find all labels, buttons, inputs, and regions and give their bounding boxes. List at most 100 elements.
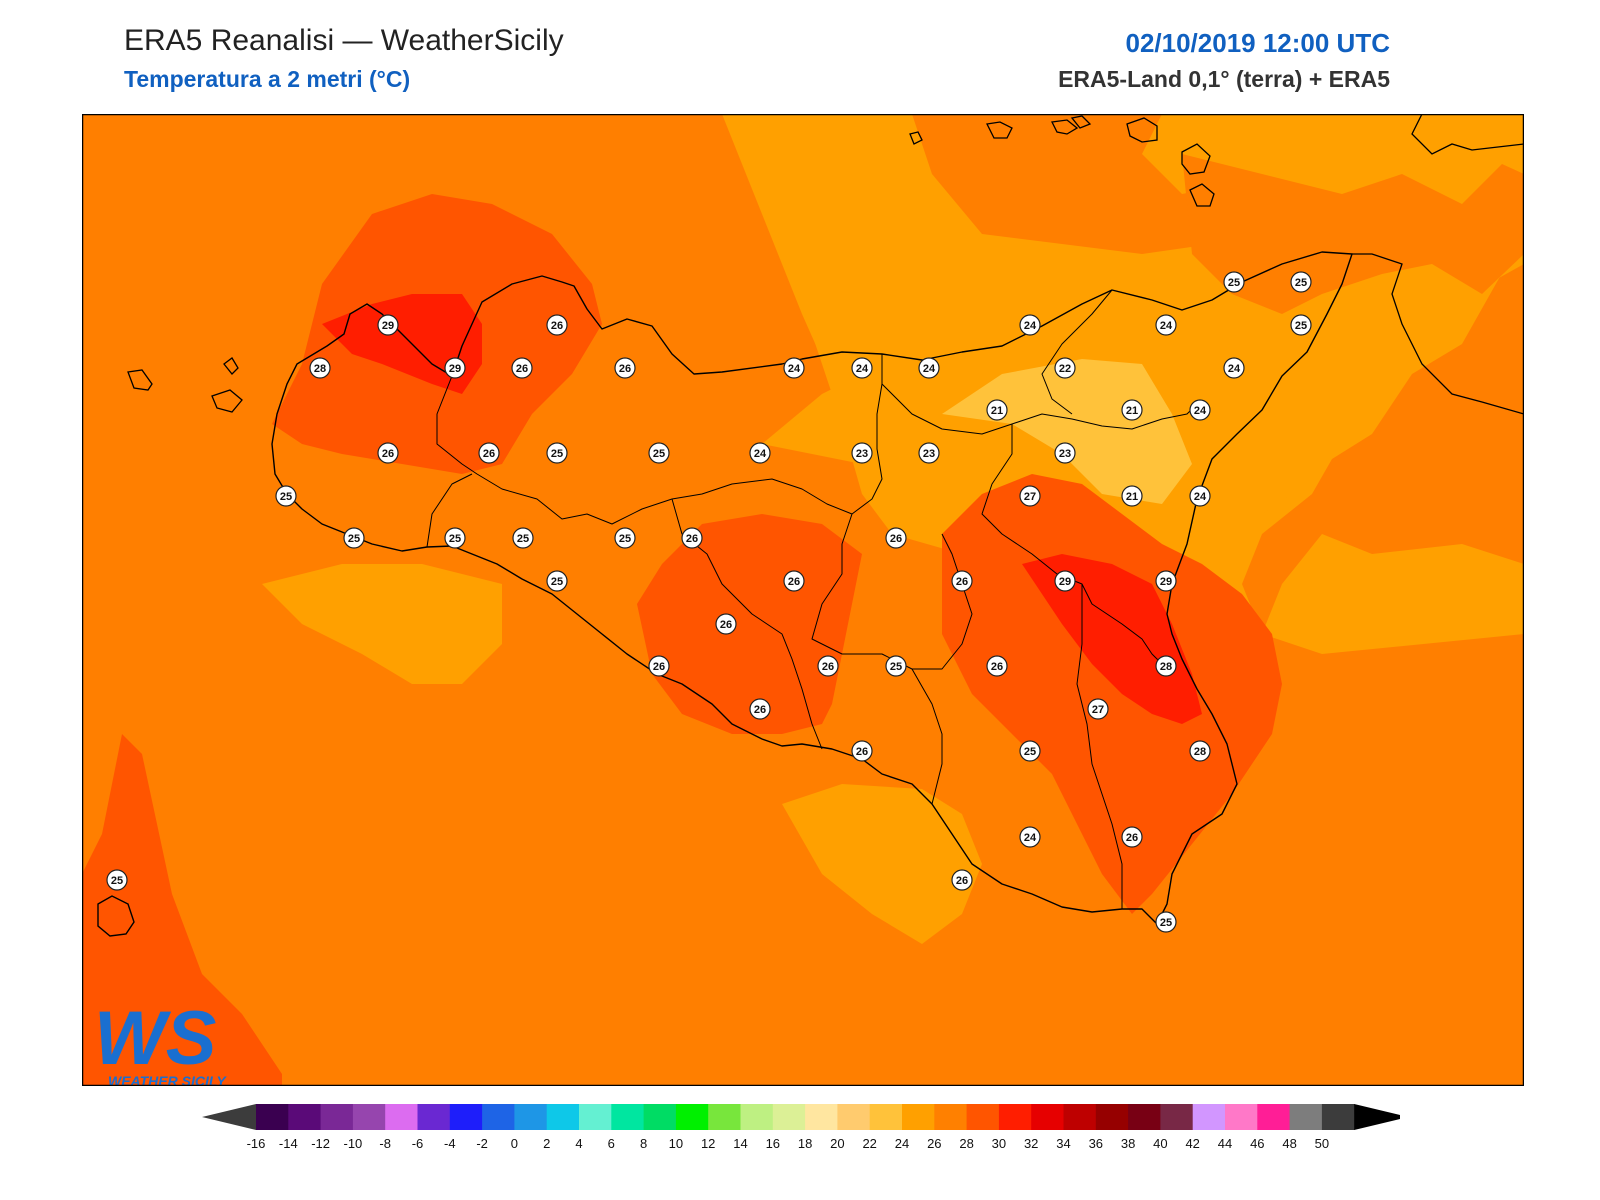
station-value: 25 [551, 576, 563, 588]
station-marker: 28 [1189, 740, 1211, 762]
colorbar-tick-label: 36 [1089, 1136, 1103, 1151]
station-value: 25 [1024, 746, 1036, 758]
station-circle [614, 527, 636, 549]
station-labels: 29 26 28 29 26 26 24 24 24 24 22 24 24 25 25 25 21 21 24 26… [106, 271, 1312, 933]
colorbar-cell [1192, 1104, 1226, 1130]
valid-datetime: 02/10/2019 12:00 UTC [1125, 28, 1390, 58]
colorbar-cell [740, 1104, 774, 1130]
weathersicily-logo: WS WEATHER SICILY [94, 996, 227, 1086]
station-marker: 29 [444, 357, 466, 379]
colorbar-cell [482, 1104, 515, 1130]
field-26-north [912, 114, 1232, 254]
station-circle [851, 740, 873, 762]
colorbar-cell [514, 1104, 548, 1130]
field-24-west [262, 564, 502, 684]
station-marker: 26 [951, 869, 973, 891]
colorbar-cell [385, 1104, 418, 1130]
colorbar-cell [805, 1104, 838, 1130]
station-marker: 26 [817, 655, 839, 677]
station-value: 25 [280, 491, 292, 503]
station-marker: 21 [1121, 485, 1143, 507]
map-frame [82, 114, 1524, 1086]
station-circle [1189, 399, 1211, 421]
colorbar-cell [611, 1104, 645, 1130]
station-marker: 23 [1054, 442, 1076, 464]
station-circle [275, 485, 297, 507]
station-marker: 26 [648, 655, 670, 677]
station-circle [546, 442, 568, 464]
colorbar-tick-label: 28 [959, 1136, 973, 1151]
aeolian-islands [909, 115, 1215, 207]
logo-mark: WS [94, 996, 216, 1081]
station-value: 25 [653, 448, 665, 460]
station-value: 27 [1092, 704, 1104, 716]
station-circle [377, 314, 399, 336]
field-30-west [322, 294, 482, 394]
station-circle [986, 655, 1008, 677]
station-circle [546, 570, 568, 592]
station-circle [377, 442, 399, 464]
station-marker: 25 [106, 869, 128, 891]
station-circle [918, 442, 940, 464]
data-source: ERA5-Land 0,1° (terra) + ERA5 [1058, 66, 1390, 92]
station-circle [749, 698, 771, 720]
colorbar-cell [1160, 1104, 1194, 1130]
station-marker: 24 [749, 442, 771, 464]
colorbar-tick-label: 10 [669, 1136, 683, 1151]
station-circle [546, 314, 568, 336]
station-marker: 25 [546, 570, 568, 592]
station-marker: 24 [783, 357, 805, 379]
station-circle [1019, 485, 1041, 507]
station-value: 26 [788, 576, 800, 588]
field-26-nsea2 [1182, 154, 1524, 314]
station-marker: 26 [885, 527, 907, 549]
colorbar-cell [288, 1104, 322, 1130]
station-circle [1223, 271, 1245, 293]
colorbar-cell [256, 1104, 289, 1130]
station-marker: 26 [377, 442, 399, 464]
colorbar-tick-label: 2 [543, 1136, 550, 1151]
station-marker: 25 [275, 485, 297, 507]
colorbar-cell [1321, 1104, 1355, 1130]
station-circle [1019, 740, 1041, 762]
station-circle [1019, 826, 1041, 848]
colorbar-cell [675, 1104, 709, 1130]
station-marker: 29 [1054, 570, 1076, 592]
station-circle [1155, 655, 1177, 677]
station-marker: 25 [1019, 740, 1041, 762]
logo-name: WEATHER SICILY [108, 1073, 227, 1086]
station-marker: 24 [1189, 485, 1211, 507]
station-marker: 24 [1189, 399, 1211, 421]
field-24-south [782, 784, 982, 944]
field-28-center [637, 514, 862, 734]
station-value: 22 [1059, 363, 1071, 375]
station-marker: 22 [1054, 357, 1076, 379]
colorbar-cell [837, 1104, 871, 1130]
station-value: 26 [754, 704, 766, 716]
station-value: 24 [856, 363, 869, 375]
station-value: 24 [1194, 405, 1207, 417]
station-circle [1223, 357, 1245, 379]
station-circle [511, 357, 533, 379]
station-marker: 25 [614, 527, 636, 549]
colorbar-cell [546, 1104, 580, 1130]
station-circle [783, 357, 805, 379]
station-circle [851, 442, 873, 464]
colorbar-cell [1063, 1104, 1097, 1130]
station-value: 26 [483, 448, 495, 460]
station-value: 24 [788, 363, 801, 375]
colorbar-tick-label: 16 [766, 1136, 780, 1151]
station-marker: 24 [1155, 314, 1177, 336]
station-circle [1121, 826, 1143, 848]
colorbar-tick-label: -16 [247, 1136, 266, 1151]
station-circle [1054, 570, 1076, 592]
station-marker: 24 [1019, 314, 1041, 336]
station-value: 24 [1228, 363, 1241, 375]
station-circle [1155, 911, 1177, 933]
station-circle [106, 869, 128, 891]
station-value: 26 [551, 320, 563, 332]
colorbar-tick-label: 42 [1185, 1136, 1199, 1151]
colorbar-tick-label: 4 [575, 1136, 582, 1151]
station-circle [951, 869, 973, 891]
colorbar-cell [320, 1104, 354, 1130]
